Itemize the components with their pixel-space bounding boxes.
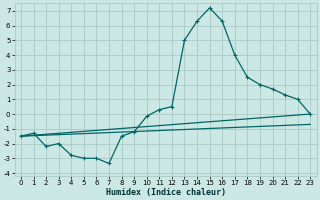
X-axis label: Humidex (Indice chaleur): Humidex (Indice chaleur) — [106, 188, 226, 197]
